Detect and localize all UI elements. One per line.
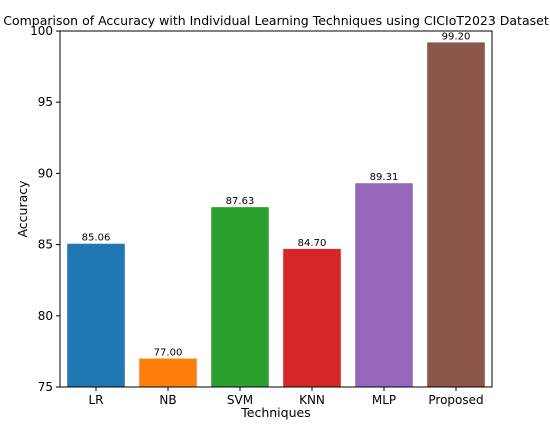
bar-lr: [67, 243, 125, 387]
y-tick-label-80: 80: [38, 309, 53, 323]
bar-mlp: [355, 183, 413, 387]
data-label-knn: 84.70: [298, 238, 327, 249]
y-tick-label-95: 95: [38, 95, 53, 109]
bar-svm: [211, 207, 269, 387]
x-tick-label-lr: LR: [88, 393, 103, 407]
data-label-mlp: 89.31: [370, 172, 399, 183]
data-label-svm: 87.63: [226, 196, 255, 207]
x-axis: LR NB SVM KNN MLP Proposed: [88, 387, 484, 407]
value-labels-group: 85.06 77.00 87.63 84.70 89.31 99.20: [82, 31, 471, 358]
x-tick-label-nb: NB: [159, 393, 176, 407]
bar-knn: [283, 248, 341, 387]
x-axis-label: Techniques: [240, 405, 310, 420]
y-axis: 75 80 85 90 95 100: [30, 24, 60, 394]
plot-frame: [59, 30, 493, 388]
y-axis-label: Accuracy: [15, 180, 30, 238]
bars-group: [67, 42, 485, 387]
y-tick-label-100: 100: [30, 24, 53, 38]
x-tick-label-mlp: MLP: [372, 393, 396, 407]
data-label-proposed: 99.20: [442, 31, 471, 42]
x-tick-label-proposed: Proposed: [428, 393, 483, 407]
x-tick-label-svm: SVM: [227, 393, 253, 407]
chart-title: Comparison of Accuracy with Individual L…: [3, 13, 549, 28]
y-tick-label-75: 75: [38, 380, 53, 394]
y-tick-label-90: 90: [38, 166, 53, 180]
data-label-nb: 77.00: [154, 348, 183, 359]
y-tick-label-85: 85: [38, 238, 53, 252]
bar-nb: [139, 358, 197, 387]
bar-proposed: [427, 42, 485, 387]
data-label-lr: 85.06: [82, 233, 111, 244]
x-tick-label-knn: KNN: [299, 393, 325, 407]
